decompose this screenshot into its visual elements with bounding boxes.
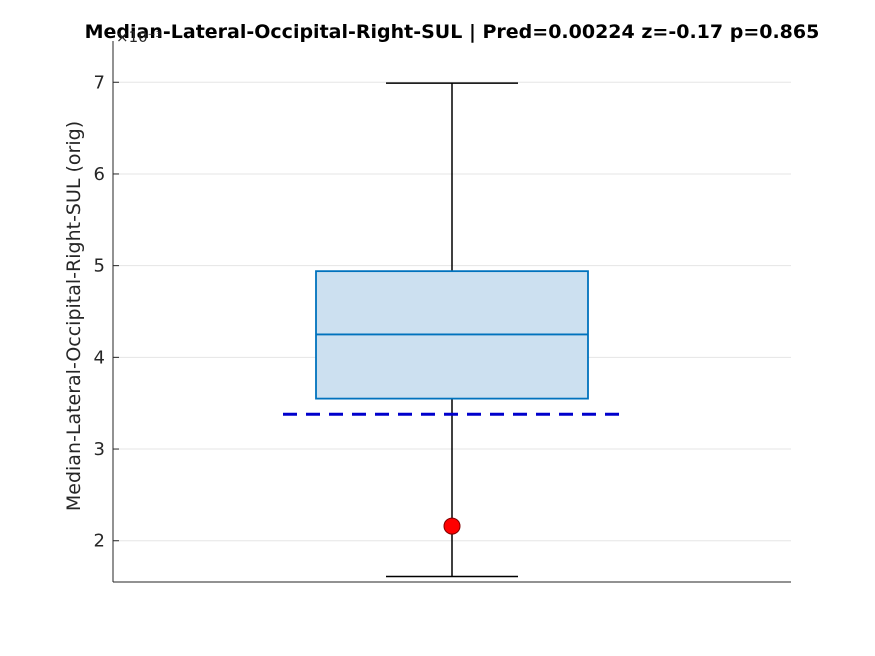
y-tick-label: 4 bbox=[94, 347, 105, 368]
plot-area: 2 3 4 5 6 7 bbox=[94, 41, 791, 583]
y-tick-label: 5 bbox=[94, 256, 105, 277]
y-tick-label: 6 bbox=[94, 164, 105, 185]
y-axis-label: Median-Lateral-Occipital-Right-SUL (orig… bbox=[63, 121, 85, 511]
prediction-point bbox=[443, 517, 461, 535]
y-exponent-label: ×10⁻³ bbox=[116, 28, 162, 46]
y-tick-label: 2 bbox=[94, 531, 105, 552]
y-tick-label: 7 bbox=[94, 72, 105, 93]
chart-title: Median-Lateral-Occipital-Right-SUL | Pre… bbox=[85, 21, 820, 43]
y-tick-label: 3 bbox=[94, 439, 105, 460]
